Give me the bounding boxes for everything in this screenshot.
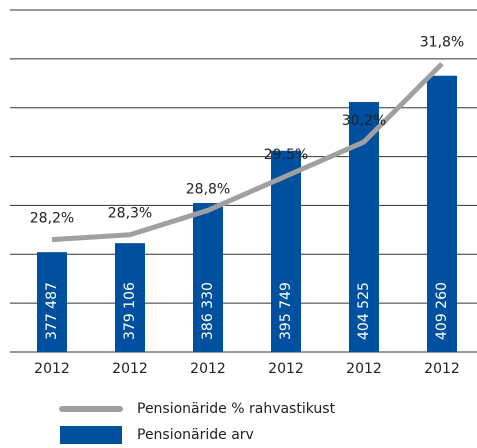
bar-value-label: 386 330 bbox=[200, 282, 216, 340]
legend-label: Pensionäride arv bbox=[137, 427, 254, 443]
bar-value-label: 395 749 bbox=[278, 282, 294, 340]
legend-swatch bbox=[60, 426, 122, 444]
line-value-label: 28,2% bbox=[30, 211, 74, 227]
legend-label: Pensionäride % rahvastikust bbox=[137, 401, 336, 417]
x-tick-label: 2012 bbox=[424, 361, 460, 377]
line-value-label: 29,5% bbox=[264, 147, 308, 163]
line-value-label: 30,2% bbox=[342, 113, 386, 129]
bar-value-label: 409 260 bbox=[434, 282, 450, 340]
bar bbox=[427, 75, 457, 353]
line-value-label: 28,3% bbox=[108, 206, 152, 222]
line-value-label: 31,8% bbox=[420, 35, 464, 51]
bar bbox=[37, 252, 67, 352]
x-tick-label: 2012 bbox=[34, 361, 70, 377]
x-tick-label: 2012 bbox=[346, 361, 382, 377]
x-tick-label: 2012 bbox=[112, 361, 148, 377]
line bbox=[51, 61, 444, 243]
bar bbox=[115, 243, 145, 352]
bar-value-label: 404 525 bbox=[356, 282, 372, 340]
line-value-label: 28,8% bbox=[186, 181, 230, 197]
x-tick-label: 2012 bbox=[190, 361, 226, 377]
bar bbox=[193, 203, 223, 352]
bar-value-label: 379 106 bbox=[122, 282, 138, 340]
bar bbox=[271, 150, 301, 352]
bar-value-label: 377 487 bbox=[44, 282, 60, 340]
x-tick-label: 2012 bbox=[268, 361, 304, 377]
